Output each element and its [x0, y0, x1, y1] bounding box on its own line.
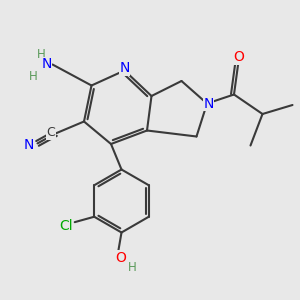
Text: O: O: [233, 50, 244, 64]
Text: N: N: [23, 138, 34, 152]
Text: H: H: [128, 261, 137, 274]
Text: N: N: [203, 97, 214, 110]
Text: N: N: [119, 61, 130, 75]
Text: C: C: [46, 126, 56, 139]
Text: N: N: [41, 58, 52, 71]
Text: H: H: [37, 47, 46, 61]
Text: O: O: [115, 251, 126, 265]
Text: H: H: [28, 70, 38, 83]
Text: Cl: Cl: [59, 219, 73, 233]
